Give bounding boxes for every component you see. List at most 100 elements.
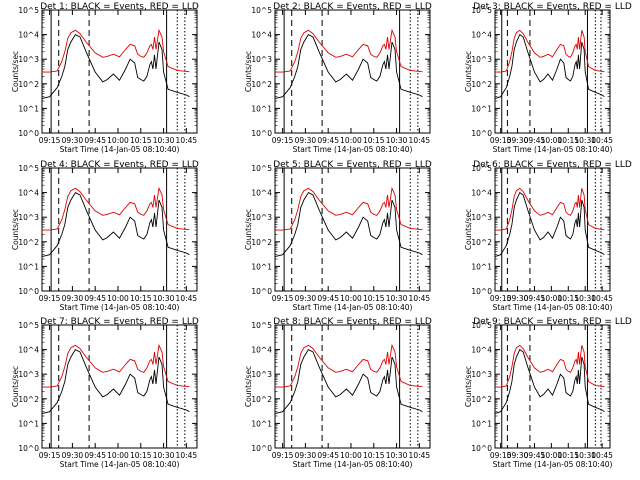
x-tick-label: 10:15 — [363, 451, 385, 460]
y-tick-label: 10^4 — [471, 31, 492, 40]
panel-title: Det 4: BLACK = Events, RED = LLD — [40, 160, 199, 170]
panel-title: Det 9: BLACK = Events, RED = LLD — [473, 317, 632, 327]
x-tick-label: 10:15 — [130, 294, 152, 303]
y-tick-label: 10^2 — [471, 238, 492, 247]
x-tick-label: 09:15 — [39, 136, 61, 145]
x-axis-label: Start Time (14-Jan-05 08:10:40) — [60, 303, 180, 312]
x-tick-label: 10:00 — [541, 136, 563, 145]
plot-frame — [41, 167, 198, 292]
x-tick-label: 09:15 — [272, 451, 294, 460]
y-tick-label: 10^1 — [471, 419, 492, 428]
detector-panel-7: 10^010^110^210^310^410^509:15 09:30 09:45 1… — [11, 317, 199, 469]
x-tick-label: 10:15 — [557, 294, 579, 303]
x-tick-label: 09:30 — [507, 136, 529, 145]
events-series-line — [274, 34, 423, 100]
x-tick-label: 09:15 — [490, 451, 512, 460]
x-tick-label: 09:15 — [39, 451, 61, 460]
lld-series-line — [42, 28, 190, 73]
panel-title: Det 1: BLACK = Events, RED = LLD — [40, 2, 199, 12]
y-axis-label: Counts/sec — [244, 51, 253, 92]
x-tick-label: 10:00 — [107, 136, 129, 145]
y-axis-label: Counts/sec — [244, 366, 253, 407]
x-tick-label: 10:30 — [574, 294, 596, 303]
y-tick-label: 10^4 — [18, 31, 39, 40]
y-tick-label: 10^4 — [18, 189, 39, 198]
x-tick-label: 10:30 — [386, 136, 408, 145]
y-axis-label: Counts/sec — [464, 366, 473, 407]
x-tick-label: 10:15 — [557, 451, 579, 460]
detector-panel-6: 10^010^110^210^310^410^509:1509:3009:451… — [464, 160, 632, 312]
x-tick-label: 09:15 — [272, 294, 294, 303]
plot-frame — [274, 167, 431, 292]
y-tick-label: 10^5 — [251, 164, 272, 173]
y-tick-label: 10^2 — [471, 395, 492, 404]
y-tick-label: 10^3 — [251, 55, 272, 64]
y-tick-label: 10^5 — [18, 321, 39, 330]
x-axis-label: Start Time (14-Jan-05 08:10:40) — [60, 460, 180, 469]
detector-panel-4: 10^010^110^210^310^410^509:15 09:30 09:45 1… — [11, 160, 199, 312]
y-tick-label: 10^3 — [471, 370, 492, 379]
x-tick-label: 10:15 — [363, 294, 385, 303]
events-series-line — [41, 192, 190, 258]
x-tick-label: 10:15 — [363, 136, 385, 145]
y-tick-label: 10^2 — [18, 80, 39, 89]
x-tick-label: 10:30 — [153, 136, 175, 145]
x-tick-label: 10:45 — [409, 136, 431, 145]
x-tick-label: 10:45 — [591, 136, 613, 145]
x-tick-label: 10:30 — [386, 294, 408, 303]
x-tick-label: 09:30 — [62, 451, 84, 460]
x-tick-label: 10:30 — [574, 136, 596, 145]
x-tick-label: 10:15 — [130, 136, 152, 145]
x-tick-label: 10:00 — [340, 294, 362, 303]
x-tick-label: 09:30 — [295, 451, 317, 460]
y-tick-label: 10^2 — [251, 238, 272, 247]
x-tick-label: 10:00 — [340, 451, 362, 460]
x-tick-label: 09:30 — [62, 294, 84, 303]
x-tick-label: 10:00 — [541, 294, 563, 303]
x-tick-label: 09:15 — [272, 136, 294, 145]
lld-series-line — [42, 186, 190, 231]
events-series-line — [494, 33, 605, 100]
detector-panel-1: 10^010^110^210^310^410^509:15 09:30 09:45 1… — [11, 2, 199, 154]
y-tick-label: 10^4 — [251, 346, 272, 355]
x-tick-label: 09:45 — [317, 136, 339, 145]
x-tick-label: 10:30 — [574, 451, 596, 460]
x-tick-label: 10:45 — [591, 451, 613, 460]
y-tick-label: 10^2 — [251, 80, 272, 89]
panel-title: Det 2: BLACK = Events, RED = LLD — [273, 2, 432, 12]
panel-title: Det 6: BLACK = Events, RED = LLD — [473, 160, 632, 170]
plot-frame — [41, 9, 198, 134]
y-tick-label: 10^2 — [18, 395, 39, 404]
x-axis-label: Start Time (14-Jan-05 08:10:40) — [293, 303, 413, 312]
plot-frame — [274, 9, 431, 134]
y-tick-label: 10^0 — [471, 444, 492, 453]
y-tick-label: 10^5 — [471, 321, 492, 330]
y-tick-label: 10^4 — [471, 189, 492, 198]
panel-title: Det 5: BLACK = Events, RED = LLD — [273, 160, 432, 170]
y-axis-label: Counts/sec — [244, 209, 253, 250]
x-tick-label: 09:45 — [84, 136, 106, 145]
events-series-line — [274, 349, 423, 415]
y-tick-label: 10^0 — [18, 444, 39, 453]
y-tick-label: 10^0 — [251, 287, 272, 296]
x-tick-label: 09:45 — [84, 451, 106, 460]
x-tick-label: 09:45 — [317, 451, 339, 460]
x-tick-label: 09:45 — [524, 294, 546, 303]
y-tick-label: 10^4 — [251, 189, 272, 198]
lld-series-line — [495, 344, 605, 388]
plot-frame — [494, 9, 611, 134]
lld-series-line — [495, 187, 605, 231]
y-axis-label: Counts/sec — [11, 366, 20, 407]
x-tick-label: 09:45 — [84, 294, 106, 303]
panel-title: Det 8: BLACK = Events, RED = LLD — [273, 317, 432, 327]
y-tick-label: 10^3 — [471, 55, 492, 64]
x-tick-label: 09:15 — [490, 136, 512, 145]
detector-panel-8: 10^010^110^210^310^410^509:15 09:30 09:45 1… — [244, 317, 432, 469]
y-tick-label: 10^1 — [18, 262, 39, 271]
detector-panel-3: 10^010^110^210^310^410^509:1509:3009:451… — [464, 2, 632, 154]
y-tick-label: 10^1 — [471, 104, 492, 113]
y-tick-label: 10^5 — [251, 6, 272, 15]
x-axis-label: Start Time (14-Jan-05 08:10:40) — [493, 145, 613, 154]
lld-series-line — [495, 29, 605, 73]
